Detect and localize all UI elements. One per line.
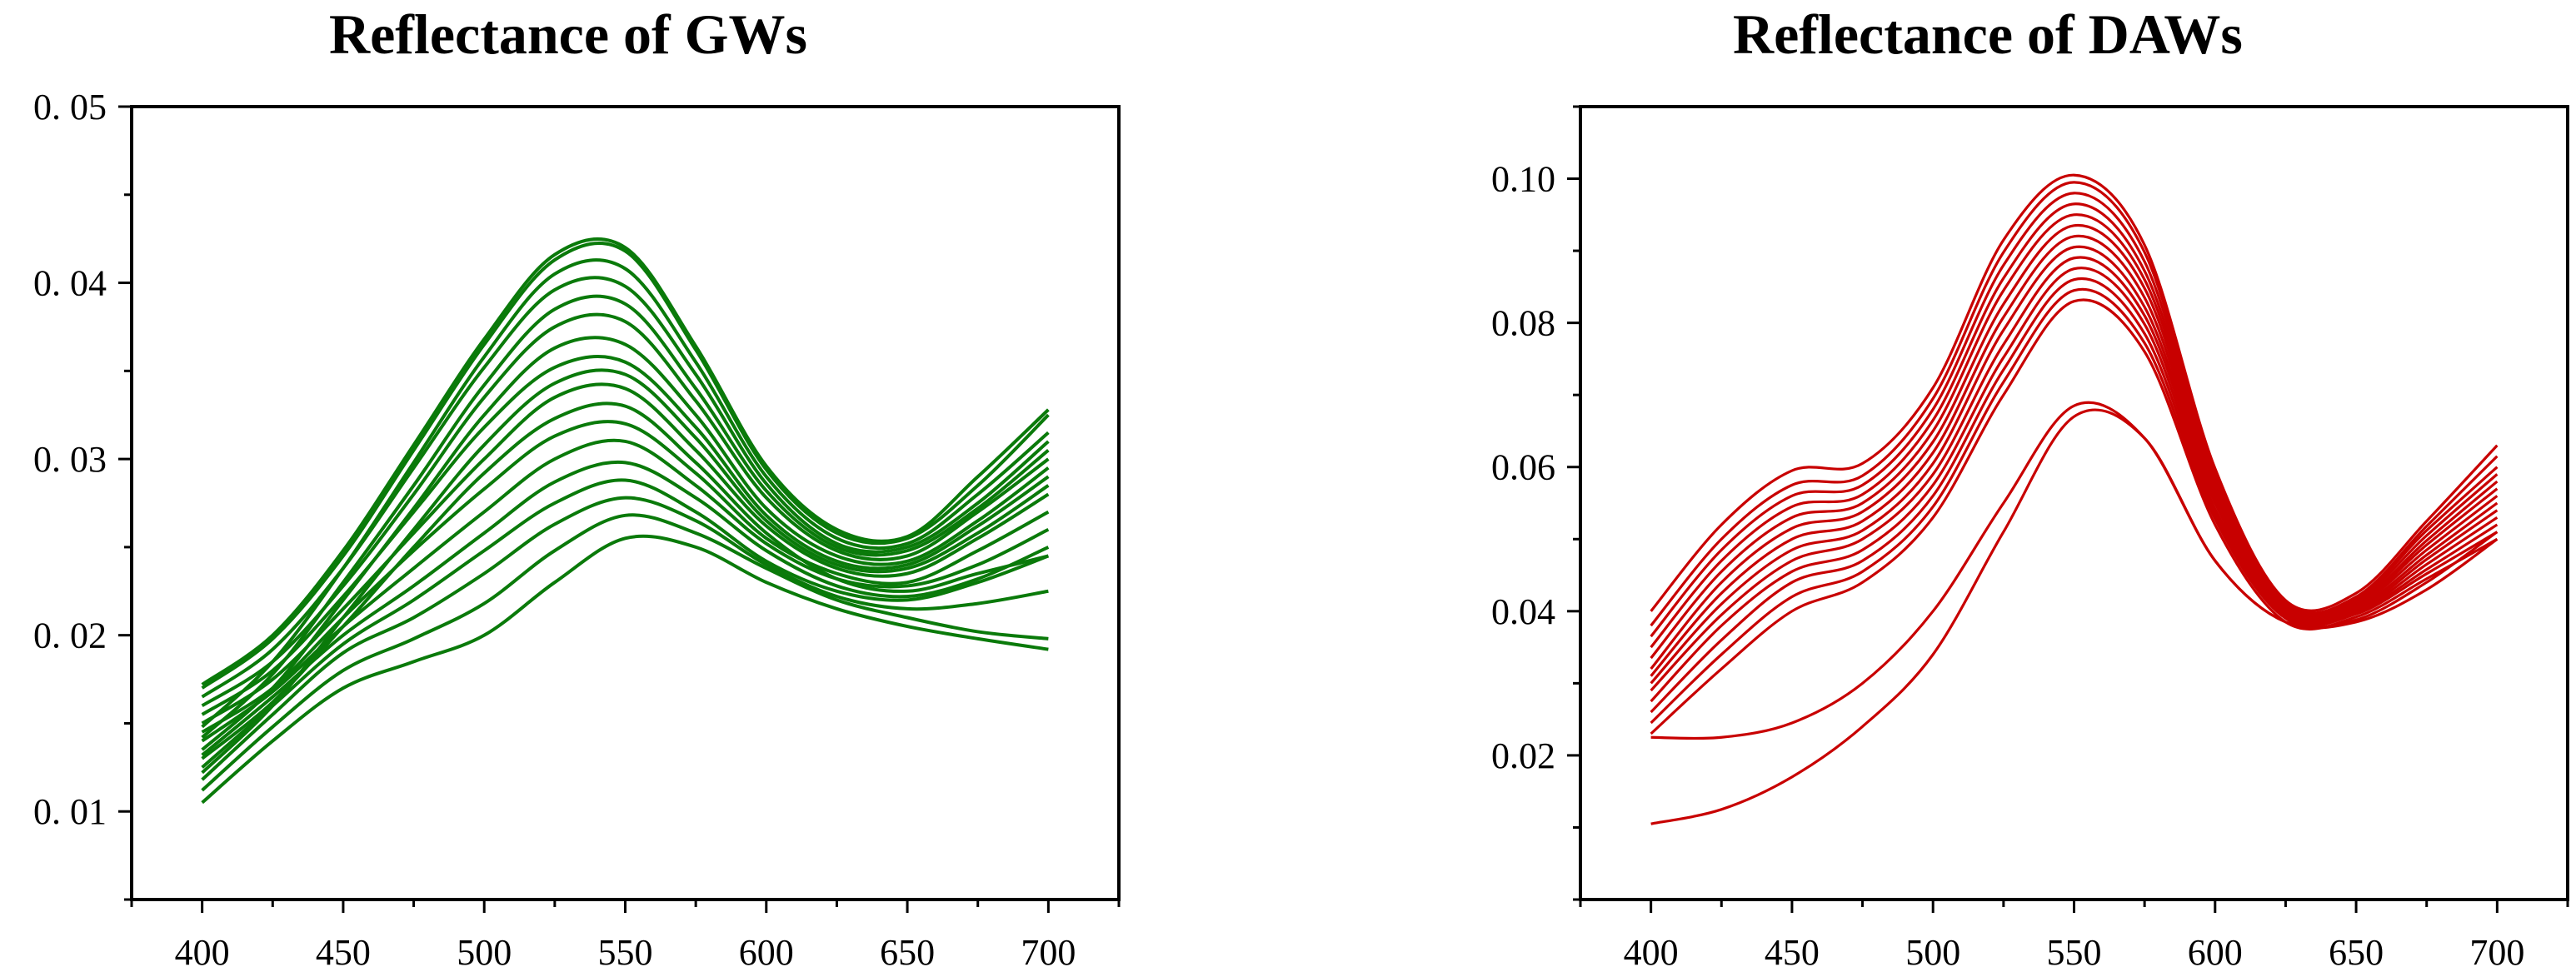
series-line [1650, 202, 2499, 649]
x-tick-label: 450 [1765, 932, 1820, 973]
series-line [201, 534, 1049, 805]
x-tick-label: 500 [457, 932, 512, 973]
chart-panel-daws: Reflectance of DAWs 400 450 500 550 600 650 70… [1288, 0, 2576, 977]
series-line [201, 460, 1050, 757]
series-line [1650, 181, 2499, 627]
x-tick-label: 650 [2329, 932, 2384, 973]
series-group [201, 237, 1050, 805]
series-line [201, 513, 1049, 792]
chart-panel-gws: Reflectance of GWs 400 450 500 550 600 650 700… [33, 2, 1121, 973]
x-tick-label: 700 [1021, 932, 1076, 973]
series-line [201, 258, 1050, 729]
line-chart: 400 450 500 550 600 650 700 0.02 0.04 0.06 0.08 0.1… [1491, 105, 2569, 973]
series-line [1650, 256, 2499, 692]
x-tick-label: 450 [316, 932, 371, 973]
x-tick-label: 550 [2047, 932, 2102, 973]
series-line [1650, 267, 2499, 703]
y-tick-label: 0. 02 [33, 616, 107, 656]
y-tick-label: 0. 04 [33, 263, 107, 304]
y-tick-label: 0.08 [1491, 303, 1555, 344]
x-tick-label: 400 [175, 932, 230, 973]
series-line [1650, 408, 2499, 825]
x-tick-label: 500 [1905, 932, 1960, 973]
x-tick-label: 650 [880, 932, 935, 973]
series-line [1650, 173, 2499, 612]
line-chart: 400 450 500 550 600 650 700 0. 01 0. 02 0. 03 0. 0… [33, 87, 1121, 973]
series-line [201, 382, 1050, 725]
y-tick-label: 0. 05 [33, 87, 107, 127]
x-tick-label: 600 [2188, 932, 2243, 973]
chart-title: Reflectance of DAWs [1733, 2, 2243, 66]
chart-title: Reflectance of GWs [329, 2, 808, 66]
series-line [201, 237, 1050, 686]
y-tick-label: 0.06 [1491, 447, 1555, 488]
x-tick-label: 700 [2469, 932, 2524, 973]
series-line [1650, 287, 2499, 725]
series-line [201, 294, 1050, 739]
series-line [1650, 213, 2499, 660]
x-tick-label: 600 [739, 932, 794, 973]
series-group [1650, 173, 2499, 825]
series-line [201, 336, 1050, 751]
series-line [201, 312, 1050, 707]
x-tick-label: 400 [1624, 932, 1679, 973]
y-tick-label: 0.10 [1491, 159, 1555, 200]
y-tick-label: 0. 03 [33, 439, 107, 480]
y-tick-label: 0.04 [1491, 591, 1555, 632]
series-line [1650, 277, 2499, 714]
series-line [1650, 245, 2499, 685]
plot-frame [130, 105, 1121, 901]
series-line [1650, 298, 2499, 735]
series-line [201, 355, 1050, 716]
series-line [201, 401, 1049, 760]
series-line [201, 368, 1050, 775]
series-line [201, 478, 1050, 769]
series-line [1650, 401, 2499, 740]
y-tick-label: 0. 01 [33, 791, 107, 832]
x-tick-label: 550 [598, 932, 653, 973]
series-line [201, 496, 1049, 781]
y-tick-label: 0.02 [1491, 735, 1555, 776]
